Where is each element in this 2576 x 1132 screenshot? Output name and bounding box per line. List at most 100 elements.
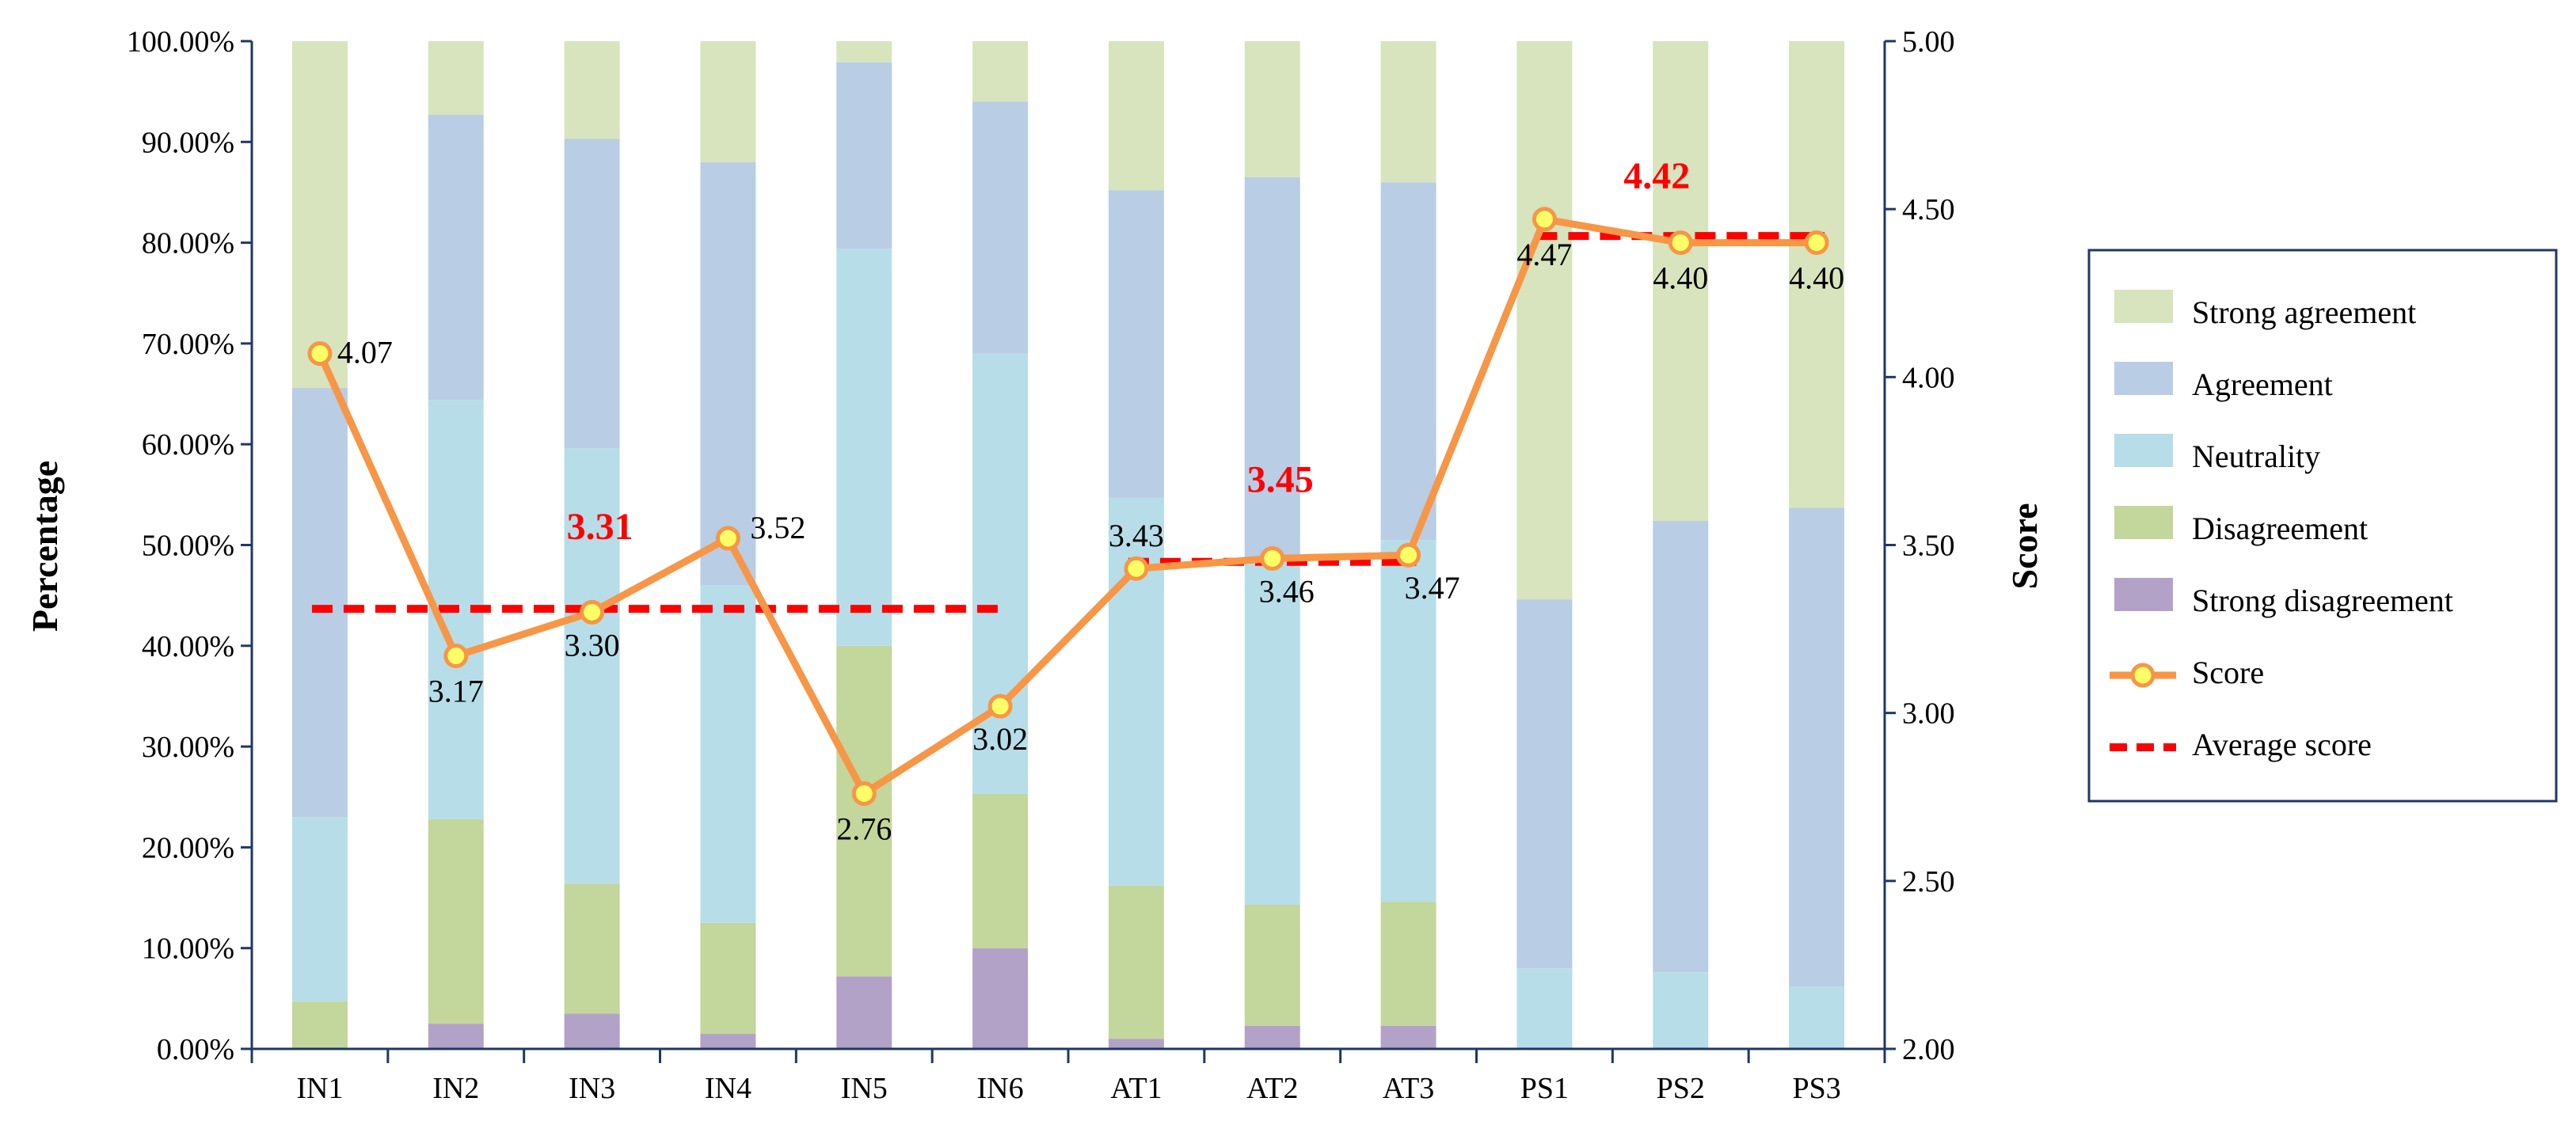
bar-segment-at3-neutrality	[1380, 540, 1436, 902]
average-score-label-2: 4.42	[1623, 155, 1690, 197]
bar-segment-in3-disagreement	[564, 883, 620, 1014]
bar-segment-at3-strong-disagreement	[1380, 1025, 1436, 1049]
y2-tick-label: 4.00	[1902, 361, 1955, 394]
bar-segment-at2-agreement	[1244, 177, 1300, 557]
bar-segment-in1-disagreement	[291, 1001, 348, 1049]
average-score-label-0: 3.31	[567, 506, 634, 548]
bar-segment-at1-neutrality	[1108, 497, 1164, 886]
score-point-ps1	[1532, 207, 1557, 232]
y-tick-label: 100.00%	[127, 25, 234, 59]
score-point-in6	[987, 693, 1013, 719]
x-tick-label-in3: IN3	[569, 1072, 615, 1105]
legend-marker-score	[2130, 663, 2156, 688]
legend: Strong agreement Agreement Neutrality Disag…	[2087, 249, 2558, 803]
bar-segment-in5-strong-disagreement	[836, 976, 892, 1049]
bar-series-group	[291, 41, 1845, 1049]
axis-titles-group: Percentage Score	[25, 461, 2045, 632]
legend-swatch-neutrality	[2114, 434, 2173, 467]
bar-segment-in1-strong-agreement	[291, 41, 348, 388]
legend-label-disagreement: Disagreement	[2192, 511, 2368, 546]
legend-swatch-strong-agreement	[2114, 290, 2173, 323]
bar-segment-at1-strong-disagreement	[1108, 1039, 1164, 1049]
y2-tick-label: 2.00	[1902, 1033, 1955, 1066]
x-tick-label-at3: AT3	[1383, 1072, 1434, 1105]
x-tick-label-ps1: PS1	[1520, 1072, 1569, 1105]
legend-label-agreement: Agreement	[2192, 367, 2333, 402]
bar-segment-at2-strong-agreement	[1244, 41, 1300, 177]
bar-segment-at3-agreement	[1380, 182, 1436, 541]
y2-tick-label: 5.00	[1902, 25, 1955, 59]
y-tick-label: 60.00%	[142, 428, 234, 462]
bar-segment-ps3-strong-agreement	[1789, 41, 1845, 508]
score-line-group: 4.07 3.17 3.30 3.52 2.76 3.02 3.43 3.46 3.47 4.47…	[307, 207, 1844, 847]
y-tick-label: 50.00%	[142, 530, 234, 563]
bar-segment-in2-disagreement	[428, 819, 484, 1024]
y-tick-label: 20.00%	[142, 831, 234, 864]
bar-segment-at3-strong-agreement	[1380, 41, 1436, 183]
bar-segment-in4-neutrality	[700, 585, 756, 923]
y-tick-label: 70.00%	[142, 328, 234, 361]
y-axis-title: Percentage	[25, 461, 65, 632]
y2-axis-title: Score	[2004, 503, 2045, 589]
bar-segment-ps2-agreement	[1653, 520, 1709, 973]
score-point-in2	[443, 644, 469, 669]
bar-segment-at1-agreement	[1108, 190, 1164, 498]
bar-segment-in4-strong-agreement	[700, 41, 756, 162]
tick-labels-group: 0.00% 10.00% 20.00% 30.00% 40.00% 50.00% 60.00…	[127, 25, 1955, 1105]
y2-tick-label: 4.50	[1902, 193, 1955, 226]
score-label-in1: 4.07	[337, 335, 393, 370]
y-tick-label: 30.00%	[142, 731, 234, 764]
score-label-in4: 3.52	[750, 510, 805, 545]
legend-swatch-agreement	[2114, 362, 2173, 395]
score-point-ps3	[1804, 230, 1829, 256]
x-tick-label-at2: AT2	[1246, 1072, 1298, 1105]
x-tick-label-in6: IN6	[977, 1072, 1024, 1105]
x-tick-label-ps2: PS2	[1657, 1072, 1705, 1105]
bar-segment-at2-neutrality	[1244, 557, 1300, 905]
score-label-ps2: 4.40	[1653, 260, 1708, 296]
score-label-at3: 3.47	[1405, 570, 1460, 606]
axes-group	[241, 40, 1896, 1063]
x-tick-label-in4: IN4	[705, 1072, 751, 1105]
bar-segment-at1-disagreement	[1108, 885, 1164, 1039]
score-point-in1	[307, 341, 333, 367]
bar-segment-in1-neutrality	[291, 817, 348, 1002]
bar-segment-ps3-neutrality	[1789, 986, 1845, 1049]
score-point-in4	[715, 526, 740, 551]
x-tick-label-at1: AT1	[1110, 1072, 1162, 1105]
score-label-in6: 3.02	[972, 721, 1028, 757]
bar-segment-at2-disagreement	[1244, 904, 1300, 1026]
score-line	[316, 215, 1817, 798]
bar-segment-ps3-agreement	[1789, 507, 1845, 987]
bar-segment-at2-strong-disagreement	[1244, 1025, 1300, 1049]
score-point-at2	[1260, 545, 1285, 571]
bar-segment-in6-strong-agreement	[972, 41, 1029, 102]
score-point-in5	[851, 781, 877, 807]
bar-segment-ps1-strong-agreement	[1516, 41, 1573, 600]
y-tick-label: 10.00%	[142, 933, 234, 966]
bar-segment-in3-strong-disagreement	[564, 1013, 620, 1049]
bar-segment-in6-agreement	[972, 101, 1029, 354]
score-label-ps1: 4.47	[1516, 237, 1572, 272]
score-label-at1: 3.43	[1109, 518, 1164, 553]
score-point-ps2	[1668, 230, 1693, 256]
bar-segment-in5-agreement	[836, 62, 892, 249]
y2-tick-label: 3.50	[1902, 530, 1955, 563]
bar-segment-in5-strong-agreement	[836, 41, 892, 63]
score-label-at2: 3.46	[1259, 573, 1315, 609]
bar-segment-in3-neutrality	[564, 448, 620, 884]
legend-swatch-strong-disagreement	[2114, 578, 2173, 611]
bar-segment-in2-agreement	[428, 114, 484, 401]
bar-segment-in4-disagreement	[700, 922, 756, 1034]
score-point-in3	[580, 599, 605, 625]
bar-segment-in4-agreement	[700, 161, 756, 586]
bar-segment-in3-strong-agreement	[564, 41, 620, 139]
score-label-in2: 3.17	[428, 674, 484, 709]
bar-segment-ps1-neutrality	[1516, 968, 1573, 1049]
y-tick-label: 40.00%	[142, 630, 234, 663]
x-tick-label-in1: IN1	[296, 1072, 343, 1105]
bar-segment-ps2-neutrality	[1653, 972, 1709, 1049]
bar-segment-in4-strong-disagreement	[700, 1033, 756, 1049]
y-tick-label: 80.00%	[142, 227, 234, 260]
score-label-ps3: 4.40	[1789, 260, 1844, 296]
